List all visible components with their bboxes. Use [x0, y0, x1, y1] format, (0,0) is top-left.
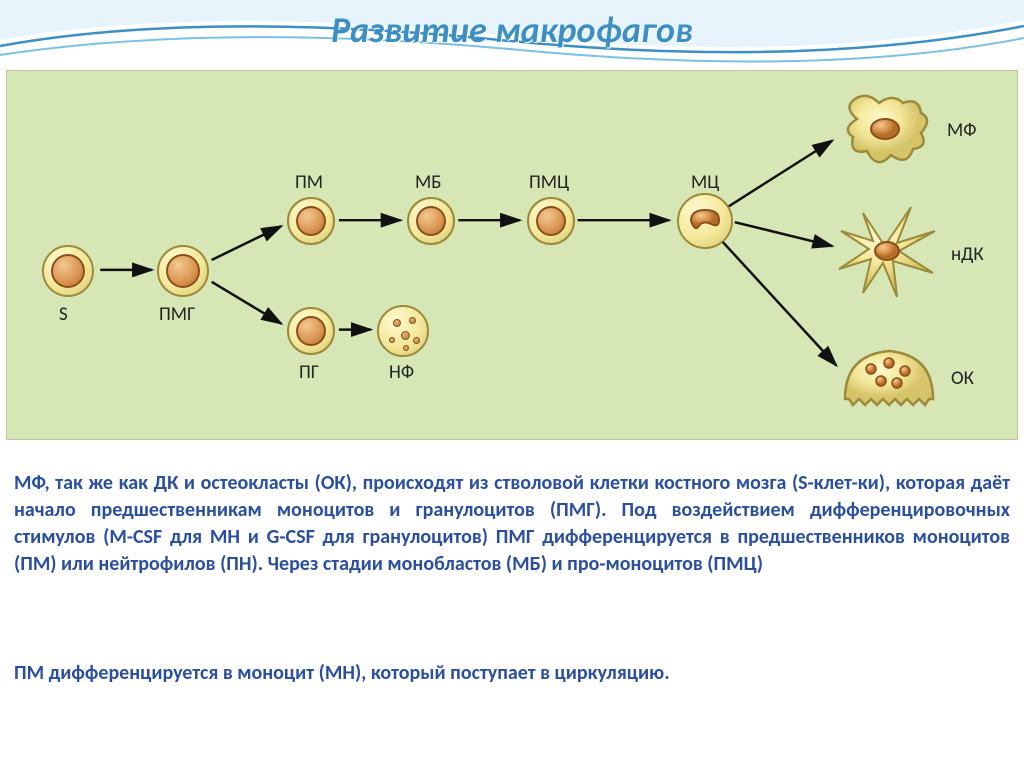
paragraph-1: МФ, так же как ДК и остеокласты (ОК), пр… — [14, 470, 1010, 578]
diagram-area: S ПМГ ПМ ПГ НФ МБ ПМЦ — [6, 70, 1018, 440]
slide-title: Развитие макрофагов — [0, 8, 1024, 52]
arrows-layer — [7, 71, 1017, 439]
paragraph-2: ПМ дифференцируется в моноцит (МН), кото… — [14, 660, 1010, 687]
